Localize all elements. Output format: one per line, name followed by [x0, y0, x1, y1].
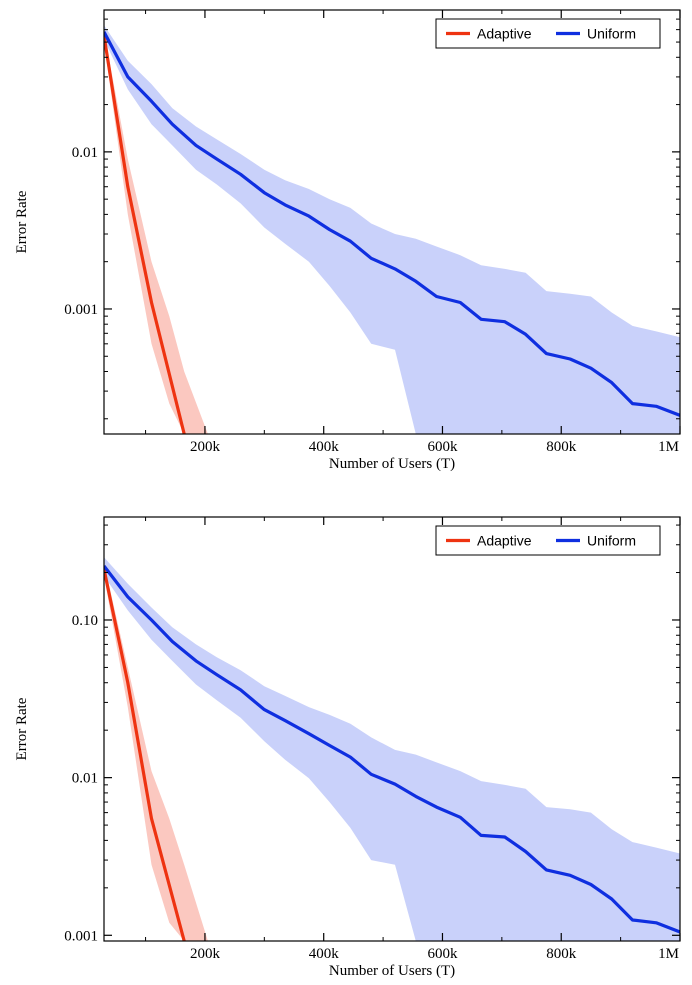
x-tick-label: 600k: [427, 946, 458, 962]
x-tick-label: 200k: [190, 946, 221, 962]
series-line-adaptive: [104, 568, 186, 941]
x-tick-label: 1M: [658, 439, 679, 455]
x-tick-label: 400k: [309, 946, 340, 962]
band-uniform: [104, 557, 680, 941]
axes-frame: [103, 516, 681, 942]
y-axis-label: Error Rate: [14, 190, 30, 253]
legend-box: [435, 18, 661, 49]
y-axis-label: Error Rate: [14, 697, 30, 760]
legend-label-adaptive: Adaptive: [477, 533, 532, 549]
series-line-adaptive: [104, 35, 186, 434]
x-tick-label: 800k: [546, 946, 577, 962]
y-tick-label: 0.01: [72, 771, 98, 787]
chart-bottom: 0.10 0.01 0.001 200k 400k 600k 800k 1M Number of…: [14, 516, 681, 979]
legend-box: [435, 525, 661, 556]
x-tick-label: 600k: [427, 439, 458, 455]
x-tick-label: 200k: [190, 439, 221, 455]
legend: Adaptive Uniform: [435, 525, 661, 556]
legend: Adaptive Uniform: [435, 18, 661, 49]
x-axis-label: Number of Users (T): [329, 456, 455, 472]
x-tick-label: 400k: [309, 439, 340, 455]
legend-label-adaptive: Adaptive: [477, 26, 532, 42]
series-line-uniform: [104, 31, 680, 417]
series-line-uniform: [104, 565, 680, 934]
band-adaptive: [104, 563, 208, 941]
axes-frame: [103, 9, 681, 435]
x-tick-label: 800k: [546, 439, 577, 455]
chart-top: 0.01 0.001 200k 400k 600k 800k 1M Number of Use…: [14, 9, 681, 472]
x-tick-label: 1M: [658, 946, 679, 962]
legend-label-uniform: Uniform: [587, 26, 636, 42]
y-tick-label: 0.10: [72, 613, 98, 629]
band-adaptive: [104, 31, 208, 434]
x-axis-label: Number of Users (T): [329, 963, 455, 979]
y-tick-label: 0.01: [72, 145, 98, 161]
band-uniform: [104, 25, 680, 434]
y-tick-label: 0.001: [64, 302, 98, 318]
plot-area: [104, 25, 680, 434]
plot-area: [104, 557, 680, 941]
legend-label-uniform: Uniform: [587, 533, 636, 549]
y-tick-label: 0.001: [64, 928, 98, 944]
